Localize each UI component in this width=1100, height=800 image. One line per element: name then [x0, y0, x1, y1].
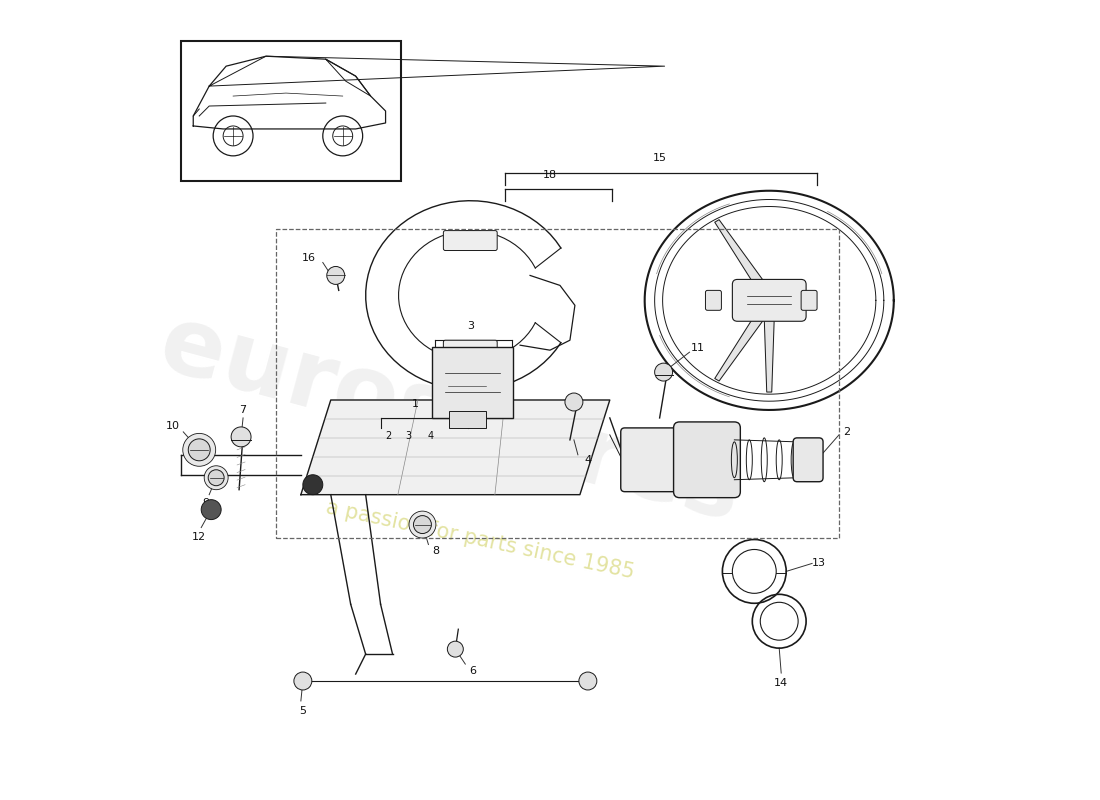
Circle shape [201, 500, 221, 519]
Text: 10: 10 [166, 421, 180, 431]
Text: 4: 4 [584, 454, 592, 465]
Text: eurospares: eurospares [150, 298, 751, 542]
Polygon shape [764, 318, 774, 392]
Polygon shape [301, 400, 609, 494]
Circle shape [208, 470, 224, 486]
Text: 14: 14 [774, 678, 789, 688]
FancyBboxPatch shape [443, 340, 497, 360]
Text: 3: 3 [466, 322, 474, 331]
Text: 18: 18 [543, 170, 557, 180]
Text: 2: 2 [844, 427, 850, 437]
Circle shape [579, 672, 597, 690]
Circle shape [654, 363, 672, 381]
FancyBboxPatch shape [443, 230, 497, 250]
Text: 15: 15 [652, 153, 667, 163]
FancyBboxPatch shape [673, 422, 740, 498]
FancyBboxPatch shape [432, 347, 513, 418]
FancyBboxPatch shape [620, 428, 683, 492]
Text: 3: 3 [406, 431, 411, 441]
FancyBboxPatch shape [447, 370, 488, 402]
FancyBboxPatch shape [733, 279, 806, 322]
Circle shape [409, 511, 436, 538]
Text: 7: 7 [240, 405, 246, 415]
Text: 4: 4 [428, 431, 433, 441]
Text: 6: 6 [469, 666, 476, 676]
Circle shape [183, 434, 216, 466]
Circle shape [448, 641, 463, 657]
Text: 5: 5 [299, 706, 307, 716]
Text: 11: 11 [691, 343, 704, 353]
Text: 9: 9 [202, 498, 210, 508]
FancyBboxPatch shape [793, 438, 823, 482]
Text: 16: 16 [301, 254, 316, 263]
Bar [182, 42, 400, 181]
Circle shape [205, 466, 228, 490]
Circle shape [294, 672, 311, 690]
Polygon shape [715, 314, 764, 381]
FancyBboxPatch shape [705, 290, 722, 310]
Text: 2: 2 [385, 431, 392, 441]
Text: 1: 1 [412, 399, 419, 409]
Circle shape [302, 474, 322, 494]
Text: 12: 12 [192, 531, 207, 542]
Circle shape [327, 266, 344, 285]
Polygon shape [715, 220, 764, 287]
Circle shape [414, 515, 431, 534]
Bar [276, 229, 839, 538]
Text: a passion for parts since 1985: a passion for parts since 1985 [324, 497, 637, 582]
FancyBboxPatch shape [801, 290, 817, 310]
Text: 8: 8 [432, 546, 439, 557]
Circle shape [188, 439, 210, 461]
Text: 13: 13 [812, 558, 826, 569]
FancyBboxPatch shape [450, 411, 486, 428]
Text: 17: 17 [438, 351, 452, 361]
Circle shape [565, 393, 583, 411]
Circle shape [231, 427, 251, 447]
